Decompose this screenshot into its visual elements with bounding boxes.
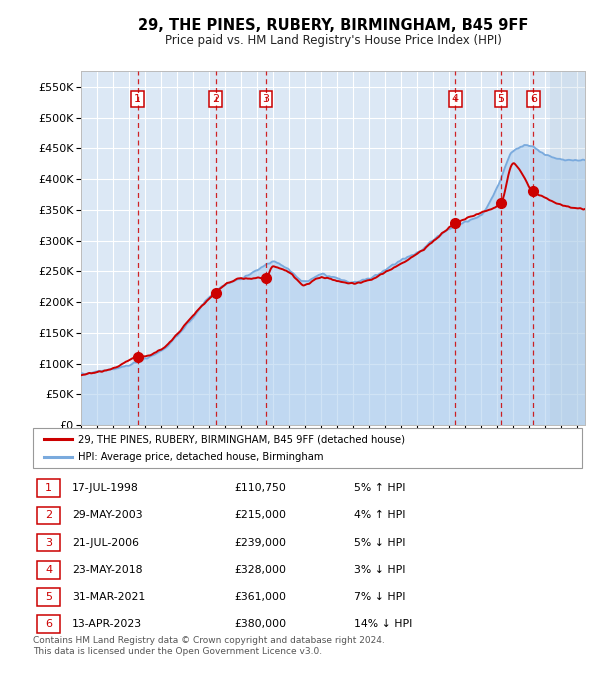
Text: 3% ↓ HPI: 3% ↓ HPI xyxy=(354,565,406,575)
Text: 6: 6 xyxy=(45,619,52,629)
Text: 4: 4 xyxy=(45,565,52,575)
Text: £239,000: £239,000 xyxy=(234,538,286,547)
Text: 21-JUL-2006: 21-JUL-2006 xyxy=(72,538,139,547)
Text: Price paid vs. HM Land Registry's House Price Index (HPI): Price paid vs. HM Land Registry's House … xyxy=(164,34,502,48)
Text: 1: 1 xyxy=(134,94,141,104)
Text: 7% ↓ HPI: 7% ↓ HPI xyxy=(354,592,406,602)
Text: 23-MAY-2018: 23-MAY-2018 xyxy=(72,565,143,575)
Text: 29-MAY-2003: 29-MAY-2003 xyxy=(72,511,143,520)
Text: 2: 2 xyxy=(212,94,219,104)
Text: £110,750: £110,750 xyxy=(234,483,286,493)
Text: 5% ↑ HPI: 5% ↑ HPI xyxy=(354,483,406,493)
Text: £215,000: £215,000 xyxy=(234,511,286,520)
Text: 3: 3 xyxy=(45,538,52,547)
Text: 29, THE PINES, RUBERY, BIRMINGHAM, B45 9FF: 29, THE PINES, RUBERY, BIRMINGHAM, B45 9… xyxy=(138,18,528,33)
Text: 5: 5 xyxy=(497,94,505,104)
Text: £328,000: £328,000 xyxy=(234,565,286,575)
Text: £380,000: £380,000 xyxy=(234,619,286,629)
Text: 3: 3 xyxy=(262,94,269,104)
Text: 17-JUL-1998: 17-JUL-1998 xyxy=(72,483,139,493)
Text: 1: 1 xyxy=(45,483,52,493)
Text: 29, THE PINES, RUBERY, BIRMINGHAM, B45 9FF (detached house): 29, THE PINES, RUBERY, BIRMINGHAM, B45 9… xyxy=(78,434,405,444)
Text: 14% ↓ HPI: 14% ↓ HPI xyxy=(354,619,412,629)
Text: 4: 4 xyxy=(452,94,459,104)
Text: 13-APR-2023: 13-APR-2023 xyxy=(72,619,142,629)
Text: 6: 6 xyxy=(530,94,537,104)
Text: 4% ↑ HPI: 4% ↑ HPI xyxy=(354,511,406,520)
Text: 31-MAR-2021: 31-MAR-2021 xyxy=(72,592,145,602)
Text: 5% ↓ HPI: 5% ↓ HPI xyxy=(354,538,406,547)
Text: HPI: Average price, detached house, Birmingham: HPI: Average price, detached house, Birm… xyxy=(78,452,323,462)
Text: 5: 5 xyxy=(45,592,52,602)
Text: 2: 2 xyxy=(45,511,52,520)
Text: This data is licensed under the Open Government Licence v3.0.: This data is licensed under the Open Gov… xyxy=(33,647,322,656)
Text: £361,000: £361,000 xyxy=(234,592,286,602)
Text: Contains HM Land Registry data © Crown copyright and database right 2024.: Contains HM Land Registry data © Crown c… xyxy=(33,636,385,645)
